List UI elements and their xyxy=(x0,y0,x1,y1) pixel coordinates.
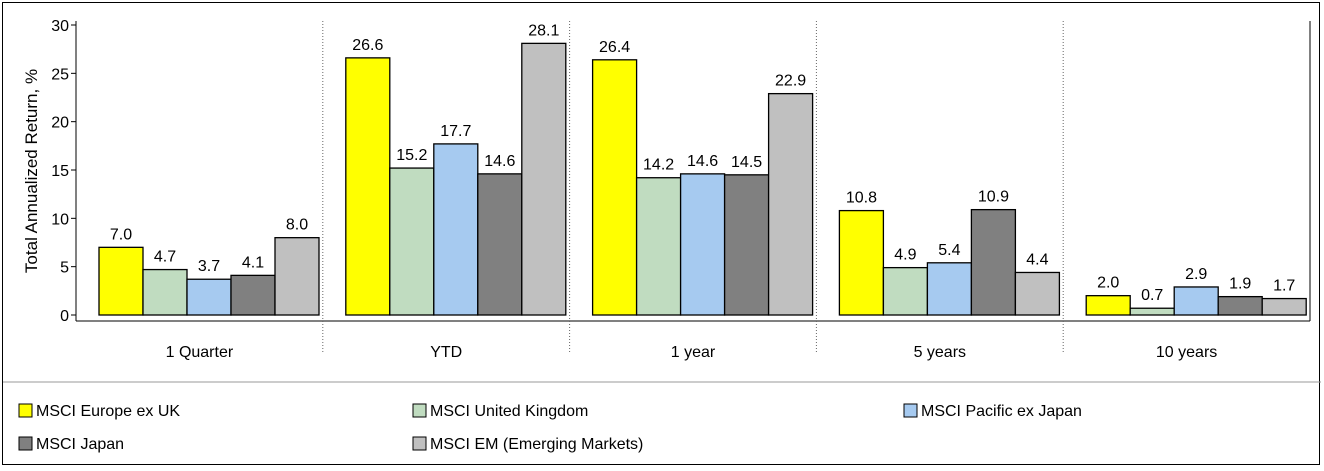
legend-swatch[interactable] xyxy=(903,403,918,418)
x-category-label: 5 years xyxy=(914,344,966,361)
legend-label: MSCI EM (Emerging Markets) xyxy=(430,436,643,453)
bar[interactable] xyxy=(970,208,1017,316)
y-tick-label: 0 xyxy=(60,308,69,325)
y-tick-label: 10 xyxy=(51,211,69,228)
bar[interactable] xyxy=(838,209,885,316)
bar[interactable] xyxy=(882,266,929,316)
bar[interactable] xyxy=(477,173,523,316)
bar[interactable] xyxy=(1129,307,1175,316)
data-label: 0.7 xyxy=(1141,287,1163,304)
data-label: 5.4 xyxy=(938,242,960,259)
bar[interactable] xyxy=(1085,295,1131,316)
bar[interactable] xyxy=(767,92,814,316)
legend-swatch[interactable] xyxy=(18,403,33,418)
data-label: 10.8 xyxy=(846,190,877,207)
bar[interactable] xyxy=(1173,286,1219,316)
bar[interactable] xyxy=(433,143,479,316)
data-label: 4.9 xyxy=(894,247,916,264)
chart-frame: 0 5 10 15 20 25 30 Total Annualized Return, % 1 … xyxy=(2,2,1321,465)
bar[interactable] xyxy=(521,42,567,316)
data-label: 28.1 xyxy=(528,22,559,39)
bar[interactable] xyxy=(1014,271,1061,316)
data-label: 2.9 xyxy=(1185,266,1207,283)
y-axis-label: Total Annualized Return, % xyxy=(22,69,41,273)
y-tick-label: 5 xyxy=(60,260,69,277)
legend-swatch[interactable] xyxy=(412,436,427,451)
bar[interactable] xyxy=(926,262,973,316)
bar[interactable] xyxy=(635,177,682,316)
data-label: 14.2 xyxy=(643,157,674,174)
x-category-label: 10 years xyxy=(1156,344,1217,361)
y-tick-label: 25 xyxy=(51,66,69,83)
y-tick-label: 15 xyxy=(51,163,69,180)
data-label: 22.9 xyxy=(775,73,806,90)
data-label: 4.7 xyxy=(154,249,176,266)
data-label: 26.6 xyxy=(352,37,383,54)
data-label: 4.4 xyxy=(1026,251,1048,268)
bar[interactable] xyxy=(1217,295,1263,316)
bar[interactable] xyxy=(723,174,770,316)
bar[interactable] xyxy=(345,57,391,316)
data-label: 3.7 xyxy=(198,258,220,275)
bar[interactable] xyxy=(1261,297,1307,316)
legend-label: MSCI United Kingdom xyxy=(430,403,588,420)
bar-chart: 0 5 10 15 20 25 30 Total Annualized Return, % 1 … xyxy=(3,18,1321,453)
data-label: 14.6 xyxy=(687,153,718,170)
data-label: 1.9 xyxy=(1229,276,1251,293)
bar[interactable] xyxy=(142,268,188,316)
data-label: 4.1 xyxy=(242,254,264,271)
data-label: 17.7 xyxy=(440,123,471,140)
legend-swatch[interactable] xyxy=(18,436,33,451)
legend-label: MSCI Europe ex UK xyxy=(36,403,180,420)
data-label: 7.0 xyxy=(110,226,132,243)
legend-swatch[interactable] xyxy=(412,403,427,418)
legend-label: MSCI Japan xyxy=(36,436,124,453)
data-label: 26.4 xyxy=(599,39,630,56)
bar[interactable] xyxy=(274,237,320,316)
x-category-label: 1 Quarter xyxy=(166,344,234,361)
x-category-label: YTD xyxy=(430,344,462,361)
data-label: 15.2 xyxy=(396,147,427,164)
bar[interactable] xyxy=(186,278,232,316)
y-tick-label: 30 xyxy=(51,18,69,35)
y-tick-label: 20 xyxy=(51,115,69,132)
data-label: 10.9 xyxy=(978,189,1009,206)
data-label: 14.6 xyxy=(484,153,515,170)
bar[interactable] xyxy=(679,173,726,316)
bar[interactable] xyxy=(98,246,144,316)
bar[interactable] xyxy=(389,167,435,316)
data-label: 8.0 xyxy=(286,217,308,234)
data-label: 2.0 xyxy=(1097,275,1119,292)
legend-label: MSCI Pacific ex Japan xyxy=(921,403,1082,420)
bar[interactable] xyxy=(230,274,276,316)
bar[interactable] xyxy=(591,59,638,316)
data-label: 14.5 xyxy=(731,154,762,171)
x-category-label: 1 year xyxy=(671,344,716,361)
data-label: 1.7 xyxy=(1273,278,1295,295)
